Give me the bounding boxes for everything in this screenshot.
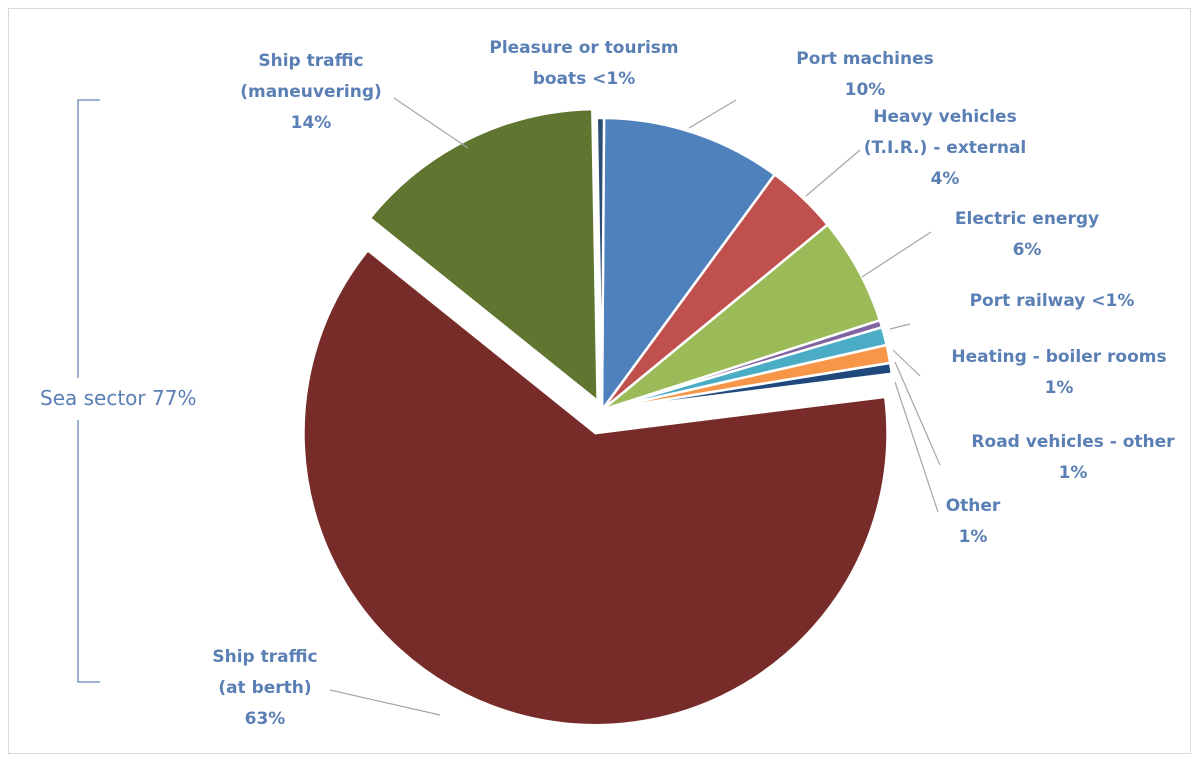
leader-line [892,349,921,377]
slice-label-line: Port machines [796,49,934,69]
slice-label-line: (T.I.R.) - external [864,138,1027,158]
slice-label: Heating - boiler rooms 1% [951,347,1166,398]
slice-label: Other 1% [946,496,1001,547]
slice-label-line: Other [946,496,1001,516]
slice-label-line: 63% [245,709,286,729]
slice-label-line: Road vehicles - other [971,432,1175,452]
leader-line [688,99,737,129]
slice-label: Ship traffic (maneuvering) 14% [240,51,382,133]
bracket-line-top [77,99,100,378]
slice-label-line: (maneuvering) [240,82,382,102]
slice-label-line: 1% [959,527,988,547]
slice-label-line: 14% [291,113,332,133]
slice-label: Port machines 10% [796,49,934,100]
leader-line [894,361,941,466]
pie-slice-ship-traffic-at-berth [302,248,889,727]
slice-label: Pleasure or tourism boats <1% [489,38,678,89]
slice-label: Heavy vehicles (T.I.R.) - external 4% [864,107,1027,189]
leader-line [889,323,911,330]
slice-label-line: boats <1% [533,69,636,89]
bracket-line-bottom [77,420,100,683]
pie-slice-ship-traffic-maneuvering [368,107,599,404]
slice-label-line: Pleasure or tourism [489,38,678,58]
slice-label: Ship traffic (at berth) 63% [212,647,317,729]
leader-line [894,381,939,513]
slice-label: Electric energy 6% [955,209,1099,260]
pie-slices [302,107,894,727]
slice-label-line: 6% [1013,240,1042,260]
leader-line [329,689,441,716]
pie-slice-pleasure-or-tourism-boats [595,116,606,411]
slice-label-line: Port railway <1% [970,291,1135,311]
sea-sector-annotation: Sea sector 77% [40,386,196,410]
slice-label-line: Heavy vehicles [873,107,1016,127]
slice-label-line: Ship traffic [258,51,363,71]
slice-label: Port railway <1% [970,291,1135,311]
sea-sector-bracket: Sea sector 77% [40,99,196,683]
slice-labels: Port machines 10% Heavy vehicles (T.I.R.) -… [212,38,1175,729]
leader-line [861,231,932,278]
slice-label-line: Electric energy [955,209,1099,229]
slice-label: Road vehicles - other 1% [971,432,1175,483]
slice-label-line: Heating - boiler rooms [951,347,1166,367]
slice-label-line: 1% [1059,463,1088,483]
leader-line [393,97,469,149]
leader-line [805,149,861,197]
pie-slice-other [601,361,894,412]
slice-label-line: 10% [845,80,886,100]
slice-label-line: Ship traffic [212,647,317,667]
slice-label-line: 4% [931,169,960,189]
slice-label-line: (at berth) [218,678,311,698]
pie-slice-port-machines [600,116,777,414]
slice-label-line: 1% [1045,378,1074,398]
